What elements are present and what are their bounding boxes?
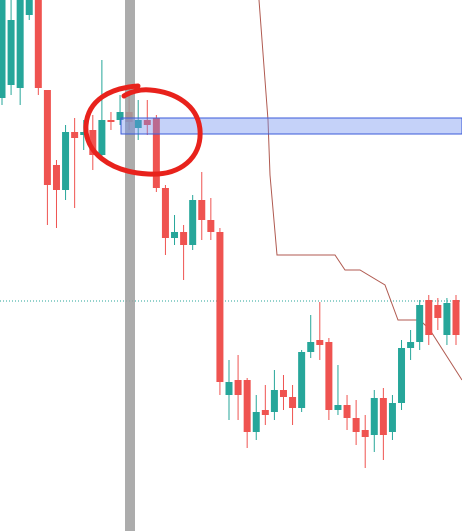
candle-body — [325, 342, 333, 410]
candle-body — [80, 132, 88, 135]
candle-body — [289, 397, 297, 408]
candle-body — [234, 380, 242, 395]
candle-body — [34, 0, 42, 88]
candle-body — [298, 352, 306, 408]
candle-body — [134, 120, 142, 128]
candle-body — [161, 188, 169, 238]
hand-drawn-circle — [83, 83, 203, 177]
candle-body — [279, 390, 287, 397]
candle-body — [252, 412, 260, 432]
candle-body — [334, 405, 342, 410]
candle-body — [216, 232, 224, 382]
candle-body — [62, 132, 70, 190]
candle-body — [189, 200, 197, 245]
candle-body — [25, 0, 33, 15]
candle-body — [0, 0, 6, 98]
candle-body — [343, 405, 351, 418]
candle-body — [198, 200, 206, 220]
candle-body — [107, 120, 115, 122]
candle-body — [443, 303, 451, 335]
candle-body — [171, 232, 179, 238]
candle-body — [398, 348, 406, 403]
candle-body — [370, 398, 378, 435]
candle-body — [225, 382, 233, 395]
candle-body — [243, 380, 251, 432]
vertical-marker — [125, 0, 135, 531]
candle-body — [152, 118, 160, 188]
candle-body — [180, 232, 188, 245]
candle-body — [261, 410, 269, 415]
candle-body — [16, 0, 24, 88]
candles — [0, 0, 460, 468]
candle-body — [388, 403, 396, 432]
candle-body — [52, 165, 60, 190]
candle-body — [89, 130, 97, 155]
candle-body — [407, 342, 415, 348]
candle-body — [43, 90, 51, 185]
candle-body — [316, 340, 324, 345]
candle-body — [452, 300, 460, 335]
candle-body — [434, 305, 442, 318]
candle-body — [352, 418, 360, 432]
candle-body — [7, 20, 15, 85]
candle-body — [425, 300, 433, 335]
candle-body — [416, 305, 424, 342]
candle-body — [71, 132, 79, 138]
candle-body — [361, 430, 369, 437]
candle-body — [116, 112, 124, 120]
candle-body — [270, 390, 278, 412]
candle-body — [143, 120, 151, 125]
zone-box — [120, 117, 462, 135]
candle-body — [207, 220, 215, 232]
candle-body — [98, 120, 106, 155]
candle-body — [379, 398, 387, 435]
candle-body — [307, 342, 315, 352]
